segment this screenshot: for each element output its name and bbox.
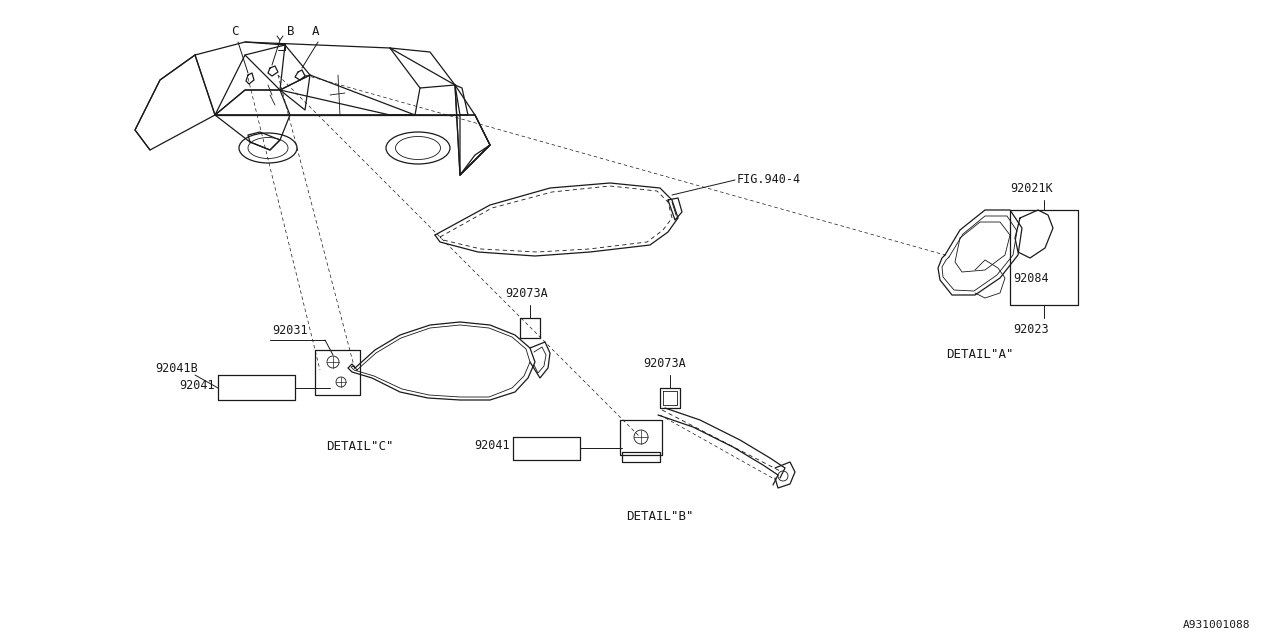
Text: FIG.940-4: FIG.940-4 (737, 173, 801, 186)
Text: 92041B: 92041B (155, 362, 197, 374)
Text: 92023: 92023 (1012, 323, 1048, 336)
Text: C: C (232, 25, 239, 38)
Text: 92041: 92041 (179, 378, 215, 392)
Text: DETAIL"B": DETAIL"B" (626, 510, 694, 523)
Text: 92073A: 92073A (506, 287, 548, 300)
Text: DETAIL"C": DETAIL"C" (326, 440, 394, 453)
Text: DETAIL"A": DETAIL"A" (946, 348, 1014, 361)
Text: 92021K: 92021K (1010, 182, 1052, 195)
Text: 92084: 92084 (1012, 271, 1048, 285)
Text: 92073A: 92073A (643, 357, 686, 370)
Text: A: A (312, 25, 320, 38)
Text: B: B (287, 25, 294, 38)
Text: 92041: 92041 (475, 438, 509, 451)
Text: A931001088: A931001088 (1183, 620, 1251, 630)
Text: 92031: 92031 (273, 324, 307, 337)
